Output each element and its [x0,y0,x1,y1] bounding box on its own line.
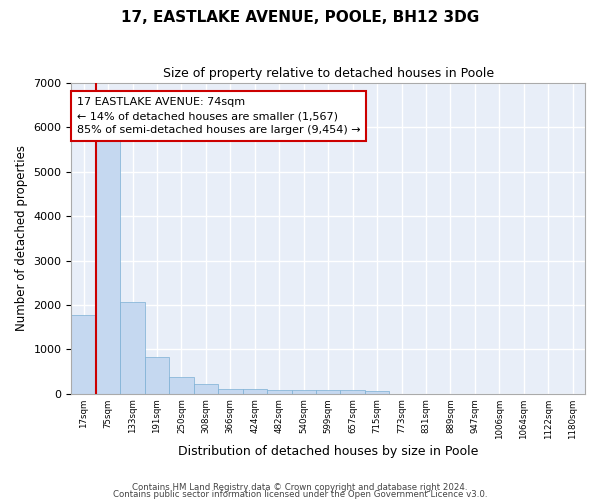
Bar [218,388,242,394]
Title: Size of property relative to detached houses in Poole: Size of property relative to detached ho… [163,68,494,80]
Bar [365,390,389,394]
Bar [267,390,292,394]
Text: 17 EASTLAKE AVENUE: 74sqm
← 14% of detached houses are smaller (1,567)
85% of se: 17 EASTLAKE AVENUE: 74sqm ← 14% of detac… [77,97,360,135]
Bar [71,314,96,394]
X-axis label: Distribution of detached houses by size in Poole: Distribution of detached houses by size … [178,444,478,458]
Y-axis label: Number of detached properties: Number of detached properties [15,146,28,332]
Bar [292,390,316,394]
Text: Contains HM Land Registry data © Crown copyright and database right 2024.: Contains HM Land Registry data © Crown c… [132,484,468,492]
Bar [340,390,365,394]
Bar [242,389,267,394]
Bar [96,137,121,394]
Bar [316,390,340,394]
Bar [194,384,218,394]
Bar [169,378,194,394]
Bar [145,357,169,394]
Bar [121,302,145,394]
Text: Contains public sector information licensed under the Open Government Licence v3: Contains public sector information licen… [113,490,487,499]
Text: 17, EASTLAKE AVENUE, POOLE, BH12 3DG: 17, EASTLAKE AVENUE, POOLE, BH12 3DG [121,10,479,25]
